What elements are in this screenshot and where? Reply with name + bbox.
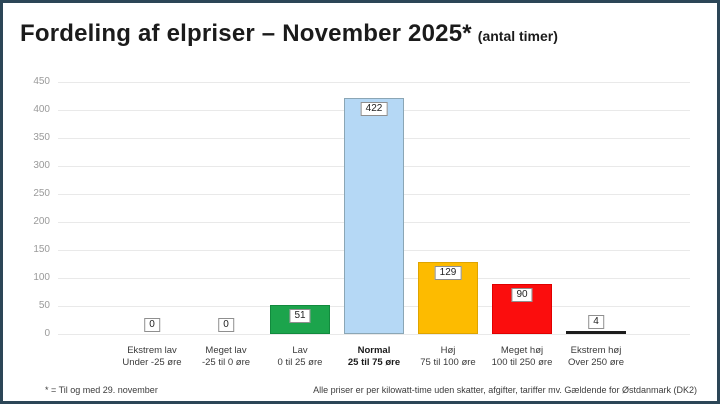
y-axis-tick-label: 300 [33, 160, 50, 171]
category-name: Ekstrem høj [570, 345, 622, 356]
plot-area: 0 50 100 150 200 250 300 350 400 450 0 Ekstrem lav U… [33, 76, 690, 368]
category-price-range: -25 til 0 øre [201, 357, 251, 368]
x-axis-category-label: Meget høj 100 til 250 øre [477, 345, 567, 369]
y-axis-tick-label: 350 [33, 132, 50, 143]
bar-value-label: 90 [511, 287, 533, 302]
x-axis-category-label: Meget lav -25 til 0 øre [181, 345, 271, 369]
y-axis-tick-label: 150 [33, 244, 50, 255]
y-axis-tick-label: 200 [33, 216, 50, 227]
bar-value-label: 0 [218, 318, 234, 332]
category-name: Høj [440, 345, 456, 356]
x-axis-category-label: Lav 0 til 25 øre [255, 345, 345, 369]
bar-value-label: 51 [289, 309, 311, 324]
bar-ekstrem-hoj [566, 331, 626, 334]
y-axis-tick-label: 50 [38, 300, 50, 311]
category-price-range: 0 til 25 øre [277, 357, 323, 368]
bar-value-label: 422 [360, 101, 388, 116]
bar-value-label: 129 [434, 265, 462, 280]
y-axis-tick-label: 450 [33, 76, 50, 87]
chart-title: Fordeling af elpriser – November 2025* [20, 20, 472, 47]
y-axis-tick-label: 0 [44, 328, 50, 339]
x-axis-category-label: Ekstrem lav Under -25 øre [107, 345, 197, 369]
category-name: Meget høj [500, 345, 544, 356]
chart-title-unit: (antal timer) [477, 28, 558, 44]
category-price-range: 25 til 75 øre [347, 357, 401, 368]
category-name: Meget lav [205, 345, 247, 356]
x-axis-category-label: Normal 25 til 75 øre [329, 345, 419, 369]
bar-normal [344, 97, 404, 334]
x-axis-category-label: Ekstrem høj Over 250 øre [551, 345, 641, 369]
y-axis-tick-label: 250 [33, 188, 50, 199]
y-axis-tick-label: 100 [33, 272, 50, 283]
category-name: Ekstrem lav [127, 345, 177, 356]
page-title: Fordeling af elpriser – November 2025* (a… [20, 20, 558, 48]
bar-value-label: 0 [144, 318, 160, 332]
bar-value-label: 4 [588, 315, 604, 329]
y-gridline [58, 81, 690, 83]
category-price-range: Under -25 øre [122, 357, 182, 368]
category-name: Normal [357, 345, 391, 356]
category-price-range: 75 til 100 øre [420, 357, 476, 368]
y-axis-tick-label: 400 [33, 104, 50, 115]
category-price-range: Over 250 øre [568, 357, 624, 368]
x-axis-category-label: Høj 75 til 100 øre [403, 345, 493, 369]
y-gridline [58, 333, 690, 335]
footnote-date-range: * = Til og med 29. november [45, 385, 158, 395]
footnote-price-disclaimer: Alle priser er per kilowatt-time uden sk… [313, 385, 697, 395]
category-name: Lav [292, 345, 308, 356]
category-price-range: 100 til 250 øre [491, 357, 553, 368]
